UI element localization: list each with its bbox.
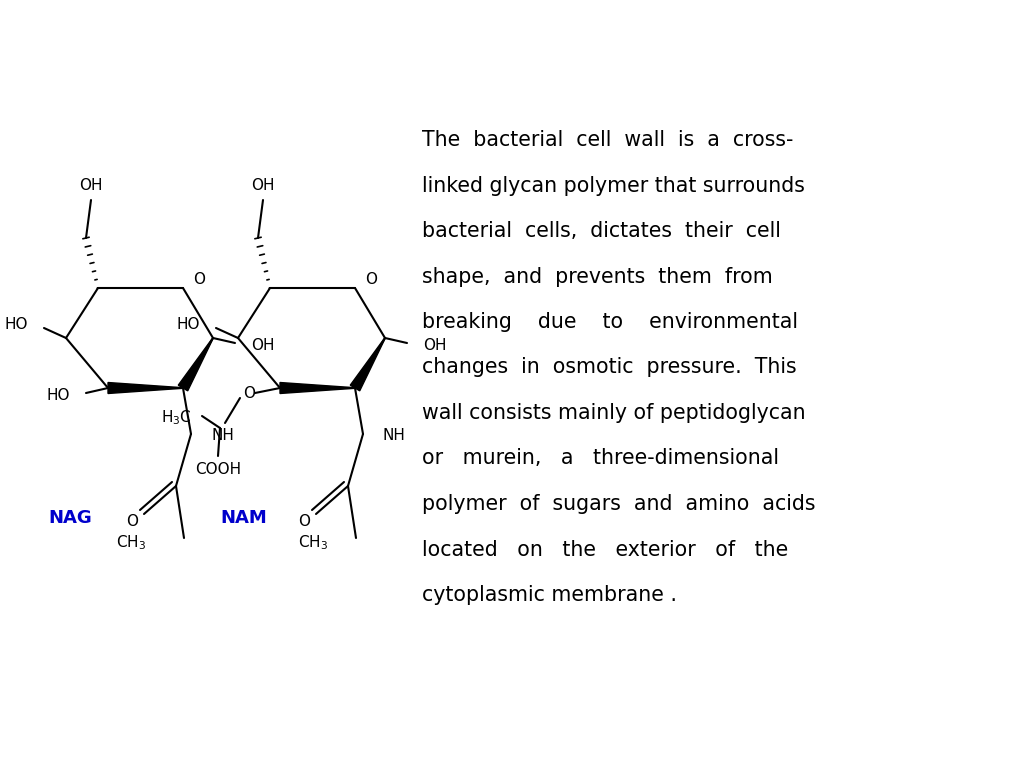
Text: O: O [365, 273, 377, 287]
Text: O: O [126, 514, 138, 528]
Text: H$_3$C: H$_3$C [162, 409, 193, 427]
Text: changes  in  osmotic  pressure.  This: changes in osmotic pressure. This [422, 357, 797, 378]
Polygon shape [108, 382, 183, 393]
Text: COOH: COOH [195, 462, 241, 478]
Text: OH: OH [423, 337, 446, 353]
Text: breaking    due    to    environmental: breaking due to environmental [422, 312, 798, 332]
Text: CH$_3$: CH$_3$ [116, 534, 146, 552]
Polygon shape [280, 382, 355, 393]
Text: The  bacterial  cell  wall  is  a  cross-: The bacterial cell wall is a cross- [422, 130, 794, 150]
Text: bacterial  cells,  dictates  their  cell: bacterial cells, dictates their cell [422, 221, 781, 241]
Text: NAM: NAM [220, 509, 266, 527]
Text: cytoplasmic membrane .: cytoplasmic membrane . [422, 585, 677, 605]
Text: HO: HO [46, 388, 70, 402]
Text: OH: OH [251, 337, 274, 353]
Text: wall consists mainly of peptidoglycan: wall consists mainly of peptidoglycan [422, 403, 806, 423]
Text: NAG: NAG [48, 509, 92, 527]
Text: shape,  and  prevents  them  from: shape, and prevents them from [422, 266, 773, 286]
Text: NH: NH [211, 429, 233, 443]
Text: O: O [193, 273, 205, 287]
Text: HO: HO [4, 316, 28, 332]
Text: CH$_3$: CH$_3$ [298, 534, 328, 552]
Polygon shape [178, 338, 213, 391]
Text: O: O [243, 386, 255, 400]
Text: HO: HO [176, 316, 200, 332]
Text: polymer  of  sugars  and  amino  acids: polymer of sugars and amino acids [422, 494, 815, 514]
Text: linked glycan polymer that surrounds: linked glycan polymer that surrounds [422, 176, 805, 196]
Text: OH: OH [79, 178, 102, 194]
Text: or   murein,   a   three-dimensional: or murein, a three-dimensional [422, 449, 779, 468]
Text: NH: NH [383, 429, 406, 443]
Polygon shape [350, 338, 385, 391]
Text: located   on   the   exterior   of   the: located on the exterior of the [422, 539, 788, 560]
Text: O: O [298, 514, 310, 528]
Text: OH: OH [251, 178, 274, 194]
